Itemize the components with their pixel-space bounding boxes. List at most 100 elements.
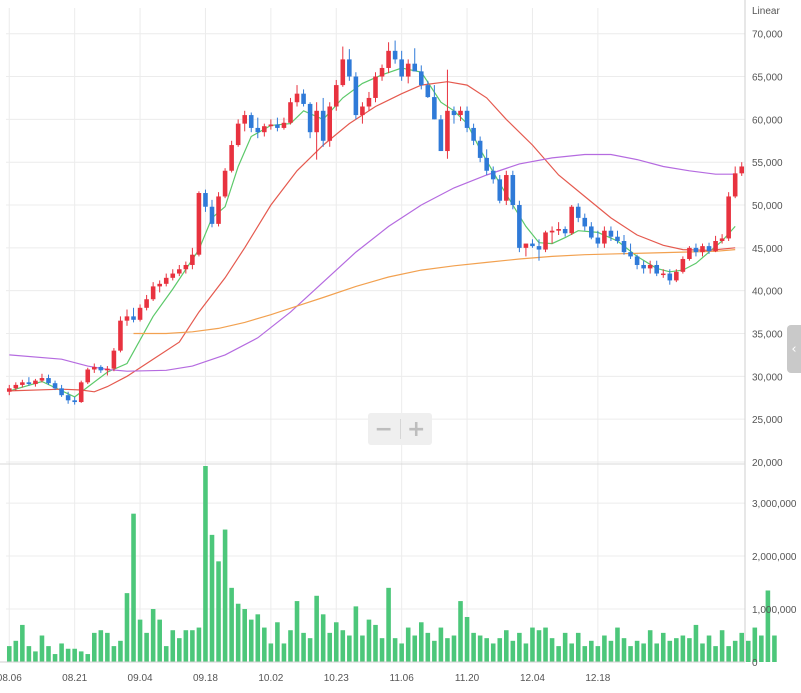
volume-bar (72, 648, 77, 662)
candle-body (569, 206, 574, 234)
candle-body (405, 63, 411, 77)
volume-bar (445, 638, 450, 662)
volume-bar (602, 635, 607, 662)
candle-body (229, 145, 234, 171)
volume-bar (281, 643, 287, 662)
side-panel-toggle[interactable]: ‹ (787, 325, 801, 373)
candle-body (399, 59, 404, 77)
volume-bar (732, 640, 738, 662)
candle-body (628, 252, 633, 257)
candle-body (589, 226, 594, 238)
volume-bar (510, 640, 516, 662)
candle-body (706, 246, 712, 252)
volume-bar (124, 593, 130, 662)
candle-body (621, 240, 627, 253)
candle-body (314, 110, 319, 133)
volume-bar (255, 614, 261, 662)
volume-bar (562, 632, 568, 662)
candle-body (294, 93, 300, 103)
zoom-controls: − + (368, 413, 432, 445)
volume-bar (399, 643, 404, 662)
chevron-left-icon: ‹ (791, 341, 797, 357)
volume-bar (621, 638, 627, 662)
volume-bar (150, 609, 156, 662)
volume-bar (333, 622, 339, 662)
candle-body (235, 123, 241, 146)
volume-bar (235, 603, 241, 662)
volume-bar (425, 632, 431, 662)
volume-bar (366, 619, 372, 662)
volume-bar (268, 643, 274, 662)
zoom-in-button[interactable]: + (407, 416, 426, 442)
volume-bar (242, 609, 247, 662)
candle-body (484, 157, 489, 171)
volume-bar (405, 627, 411, 662)
volume-bar (418, 622, 424, 662)
candle-body (386, 50, 391, 68)
volume-bar (549, 638, 555, 662)
volume-bar (386, 587, 391, 662)
candle-body (262, 126, 267, 133)
candle-body (575, 206, 581, 218)
volume-bar (229, 587, 234, 662)
candle-body (608, 230, 614, 237)
scale-type-label[interactable]: Linear (752, 6, 780, 17)
price-tick-label: 25,000 (752, 415, 783, 426)
candle-body (6, 388, 12, 392)
volume-bar (752, 627, 758, 662)
volume-bar (458, 601, 463, 662)
candle-body (667, 273, 673, 281)
volume-bar (118, 640, 123, 662)
candle-body (739, 166, 745, 174)
volume-bar (52, 654, 58, 662)
candle-body (412, 63, 418, 72)
candle-body (144, 299, 149, 308)
volume-bar (556, 646, 561, 662)
volume-bar (59, 643, 64, 662)
volume-bar (131, 513, 136, 662)
volume-bar (667, 640, 673, 662)
volume-bar (301, 632, 306, 662)
price-tick-label: 60,000 (752, 115, 783, 126)
zoom-out-button[interactable]: − (374, 416, 393, 442)
volume-bar (432, 640, 437, 662)
volume-tick-label: 2,000,000 (752, 552, 797, 563)
candle-body (105, 368, 110, 371)
volume-tick-label: 3,000,000 (752, 499, 797, 510)
volume-bar (739, 632, 745, 662)
volume-bar (477, 635, 483, 662)
volume-bar (641, 643, 646, 662)
price-tick-label: 20,000 (752, 458, 783, 469)
candle-body (242, 115, 247, 124)
candle-body (65, 395, 71, 401)
candle-body (327, 106, 333, 141)
volume-bar (517, 632, 522, 662)
time-tick-label: 08.21 (62, 673, 87, 684)
candle-body (687, 247, 692, 259)
volume-bar (320, 614, 326, 662)
ma-line-ma20 (9, 81, 736, 393)
volume-bar (719, 630, 725, 662)
volume-bar (209, 534, 215, 662)
candle-body (719, 238, 725, 241)
candle-body (425, 85, 431, 98)
volume-bar (490, 643, 496, 662)
time-tick-label: 08.06 (0, 673, 22, 684)
volume-bar (347, 635, 352, 662)
candle-body (360, 106, 365, 116)
candle-body (647, 264, 653, 269)
candle-body (46, 378, 51, 384)
candle-body (170, 273, 176, 278)
candle-body (438, 119, 444, 152)
volume-bar (177, 638, 182, 662)
candle-body (118, 320, 123, 351)
volume-bar (700, 643, 705, 662)
candle-body (222, 170, 228, 197)
volume-bar (589, 640, 594, 662)
volume-bars (6, 466, 777, 662)
volume-bar (765, 590, 771, 662)
candle-body (33, 380, 38, 385)
candle-body (680, 258, 686, 272)
candle-body (157, 283, 162, 287)
